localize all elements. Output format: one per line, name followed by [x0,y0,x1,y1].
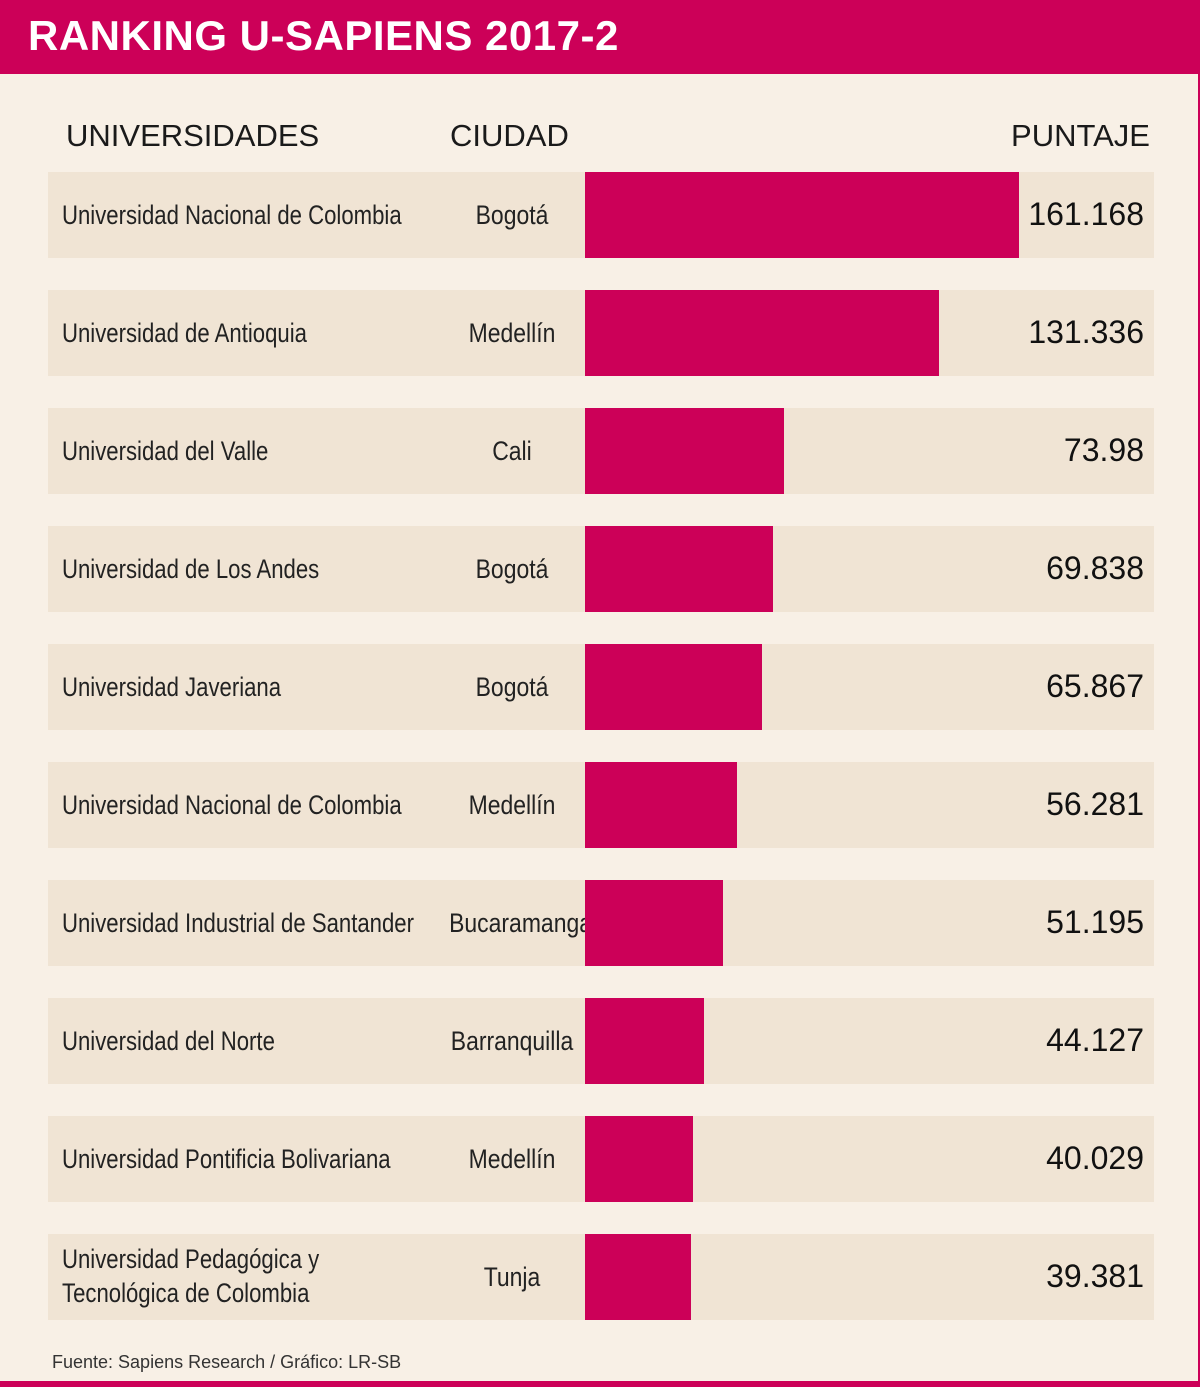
score-label: 131.336 [1028,314,1144,350]
city-label: Medellín [468,1144,556,1174]
university-label: Universidad Nacional de Colombia [62,200,402,230]
score-label: 39.381 [1046,1258,1144,1294]
score-bar [585,998,704,1084]
score-label: 65.867 [1046,668,1144,704]
score-bar [585,1116,693,1202]
score-label: 73.98 [1063,432,1144,468]
source-note: Fuente: Sapiens Research / Gráfico: LR-S… [52,1352,402,1372]
city-label: Bogotá [475,554,549,584]
university-label: Universidad de Antioquia [62,318,307,348]
score-bar [585,880,723,966]
city-label: Bogotá [475,672,549,702]
score-label: 51.195 [1046,904,1144,940]
university-label: Universidad Industrial de Santander [62,908,414,938]
score-bar [585,762,737,848]
university-label: Universidad Nacional de Colombia [62,790,402,820]
header-bar: RANKING U-SAPIENS 2017-2 [0,0,1198,74]
university-label: Universidad del Norte [62,1026,275,1056]
city-label: Medellín [468,790,556,820]
city-label: Bogotá [475,200,549,230]
score-label: 69.838 [1046,550,1144,586]
university-label: Universidad de Los Andes [62,554,320,584]
column-header-score: PUNTAJE [1011,118,1150,153]
score-bar [585,172,1019,258]
university-label: Universidad Pedagógica y Tecnológica de … [62,1244,320,1308]
chart-title: RANKING U-SAPIENS 2017-2 [28,12,619,59]
city-label: Cali [492,436,532,466]
university-label: Universidad del Valle [62,436,269,466]
score-label: 40.029 [1046,1140,1144,1176]
right-border [1198,0,1200,1387]
score-label: 56.281 [1046,786,1144,822]
city-label: Tunja [483,1262,541,1292]
city-label: Bucaramanga [449,908,592,938]
score-bar [585,408,784,494]
score-bar [585,526,773,612]
score-bar [585,644,762,730]
score-label: 44.127 [1046,1022,1144,1058]
column-header-universities: UNIVERSIDADES [66,118,320,153]
city-label: Barranquilla [450,1026,574,1056]
score-bar [585,1234,691,1320]
university-label: Universidad Javeriana [62,672,282,702]
city-label: Medellín [468,318,556,348]
bottom-border [0,1381,1200,1387]
column-header-city: CIUDAD [450,118,569,153]
score-bar [585,290,939,376]
university-label: Universidad Pontificia Bolivariana [62,1144,391,1174]
score-label: 161.168 [1028,196,1144,232]
